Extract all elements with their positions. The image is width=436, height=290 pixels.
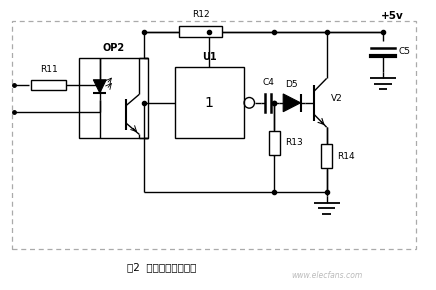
Text: R11: R11	[40, 65, 58, 74]
Text: +5v: +5v	[381, 11, 403, 21]
Text: V2: V2	[331, 94, 343, 103]
Bar	[179, 26, 222, 37]
Text: D5: D5	[286, 80, 298, 89]
Polygon shape	[283, 94, 300, 112]
Text: U1: U1	[202, 52, 217, 62]
Polygon shape	[93, 80, 106, 93]
Text: 图2  同步信号检测电路: 图2 同步信号检测电路	[127, 262, 196, 272]
Text: R14: R14	[337, 152, 355, 161]
Text: R13: R13	[286, 138, 303, 147]
Bar	[321, 144, 332, 168]
Text: www.elecfans.com: www.elecfans.com	[291, 271, 362, 280]
Text: R12: R12	[192, 10, 209, 19]
Text: C4: C4	[262, 78, 274, 87]
Text: C5: C5	[399, 47, 410, 56]
Bar	[31, 80, 66, 90]
Text: OP2: OP2	[102, 43, 125, 53]
Bar	[269, 130, 280, 155]
Bar	[174, 67, 244, 138]
Bar	[79, 58, 149, 138]
Text: 1: 1	[205, 96, 214, 110]
